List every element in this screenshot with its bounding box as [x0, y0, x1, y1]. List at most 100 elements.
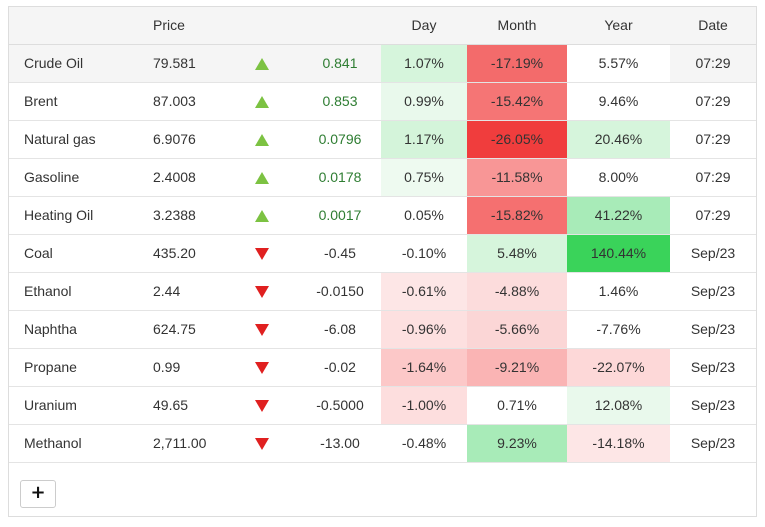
table-row[interactable]: Uranium 49.65 -0.5000 -1.00% 0.71% 12.08% Sep/… — [9, 386, 756, 425]
day-change: 0.05% — [381, 196, 467, 235]
triangle-up-icon — [254, 96, 269, 109]
commodity-name[interactable]: Crude Oil — [9, 44, 139, 83]
header-year[interactable]: Year — [567, 7, 670, 45]
direction-cell — [224, 272, 299, 311]
commodity-change: -13.00 — [299, 424, 381, 463]
table-row[interactable]: Methanol 2,711.00 -13.00 -0.48% 9.23% -14.18%… — [9, 424, 756, 463]
month-change: -4.88% — [467, 272, 567, 311]
triangle-down-icon — [254, 248, 269, 261]
direction-cell — [224, 348, 299, 387]
commodities-table: Price Day Month Year Date Crude Oil 79.58… — [9, 7, 756, 463]
commodity-price: 2.4008 — [139, 158, 224, 197]
commodity-price: 49.65 — [139, 386, 224, 425]
header-change — [299, 7, 381, 45]
day-change: -0.48% — [381, 424, 467, 463]
day-change: -1.00% — [381, 386, 467, 425]
triangle-down-icon — [254, 286, 269, 299]
month-change: -5.66% — [467, 310, 567, 349]
header-date[interactable]: Date — [670, 7, 756, 45]
table-row[interactable]: Coal 435.20 -0.45 -0.10% 5.48% 140.44% Sep/23 — [9, 234, 756, 273]
day-change: 0.75% — [381, 158, 467, 197]
day-change: 1.07% — [381, 44, 467, 83]
commodity-change: 0.853 — [299, 82, 381, 121]
header-name — [9, 7, 139, 45]
commodity-price: 2.44 — [139, 272, 224, 311]
year-change: 41.22% — [567, 196, 670, 235]
year-change: 12.08% — [567, 386, 670, 425]
month-change: 5.48% — [467, 234, 567, 273]
table-row[interactable]: Natural gas 6.9076 0.0796 1.17% -26.05% 20.46… — [9, 120, 756, 159]
commodity-name[interactable]: Heating Oil — [9, 196, 139, 235]
month-change: -26.05% — [467, 120, 567, 159]
last-update: Sep/23 — [670, 272, 756, 311]
direction-cell — [224, 424, 299, 463]
last-update: Sep/23 — [670, 386, 756, 425]
last-update: 07:29 — [670, 196, 756, 235]
last-update: Sep/23 — [670, 234, 756, 273]
commodity-name[interactable]: Gasoline — [9, 158, 139, 197]
last-update: 07:29 — [670, 82, 756, 121]
triangle-up-icon — [254, 58, 269, 71]
commodity-change: 0.0017 — [299, 196, 381, 235]
year-change: 5.57% — [567, 44, 670, 83]
table-row[interactable]: Brent 87.003 0.853 0.99% -15.42% 9.46% 07:29 — [9, 82, 756, 121]
commodity-name[interactable]: Ethanol — [9, 272, 139, 311]
triangle-down-icon — [254, 438, 269, 451]
month-change: -17.19% — [467, 44, 567, 83]
day-change: -0.61% — [381, 272, 467, 311]
commodity-price: 87.003 — [139, 82, 224, 121]
year-change: 8.00% — [567, 158, 670, 197]
commodity-name[interactable]: Uranium — [9, 386, 139, 425]
triangle-down-icon — [254, 362, 269, 375]
commodity-name[interactable]: Brent — [9, 82, 139, 121]
commodity-price: 3.2388 — [139, 196, 224, 235]
commodity-price: 6.9076 — [139, 120, 224, 159]
commodity-change: 0.0178 — [299, 158, 381, 197]
commodity-price: 0.99 — [139, 348, 224, 387]
commodity-name[interactable]: Propane — [9, 348, 139, 387]
table-header-row: Price Day Month Year Date — [9, 7, 756, 45]
commodity-name[interactable]: Naphtha — [9, 310, 139, 349]
triangle-down-icon — [254, 324, 269, 337]
year-change: -7.76% — [567, 310, 670, 349]
header-day[interactable]: Day — [381, 7, 467, 45]
commodity-name[interactable]: Natural gas — [9, 120, 139, 159]
direction-cell — [224, 196, 299, 235]
table-row[interactable]: Propane 0.99 -0.02 -1.64% -9.21% -22.07% Sep/2… — [9, 348, 756, 387]
day-change: -1.64% — [381, 348, 467, 387]
commodity-name[interactable]: Methanol — [9, 424, 139, 463]
last-update: 07:29 — [670, 44, 756, 83]
header-price[interactable]: Price — [139, 7, 224, 45]
table-row[interactable]: Gasoline 2.4008 0.0178 0.75% -11.58% 8.00% 07:… — [9, 158, 756, 197]
commodity-change: -0.45 — [299, 234, 381, 273]
direction-cell — [224, 158, 299, 197]
commodity-change: -0.02 — [299, 348, 381, 387]
commodity-price: 2,711.00 — [139, 424, 224, 463]
commodity-name[interactable]: Coal — [9, 234, 139, 273]
direction-cell — [224, 234, 299, 273]
triangle-up-icon — [254, 172, 269, 185]
year-change: -22.07% — [567, 348, 670, 387]
direction-cell — [224, 82, 299, 121]
commodity-price: 79.581 — [139, 44, 224, 83]
year-change: 140.44% — [567, 234, 670, 273]
last-update: 07:29 — [670, 158, 756, 197]
plus-icon: + — [30, 482, 46, 503]
add-row-button[interactable]: + — [20, 480, 56, 508]
year-change: 9.46% — [567, 82, 670, 121]
day-change: 0.99% — [381, 82, 467, 121]
table-row[interactable]: Heating Oil 3.2388 0.0017 0.05% -15.82% 41.22… — [9, 196, 756, 235]
table-row[interactable]: Crude Oil 79.581 0.841 1.07% -17.19% 5.57% 07:… — [9, 44, 756, 83]
last-update: 07:29 — [670, 120, 756, 159]
last-update: Sep/23 — [670, 348, 756, 387]
header-month[interactable]: Month — [467, 7, 567, 45]
commodity-change: 0.841 — [299, 44, 381, 83]
day-change: -0.10% — [381, 234, 467, 273]
table-row[interactable]: Naphtha 624.75 -6.08 -0.96% -5.66% -7.76% Sep/… — [9, 310, 756, 349]
table-row[interactable]: Ethanol 2.44 -0.0150 -0.61% -4.88% 1.46% Sep/2… — [9, 272, 756, 311]
commodity-price: 624.75 — [139, 310, 224, 349]
triangle-down-icon — [254, 400, 269, 413]
day-change: 1.17% — [381, 120, 467, 159]
header-arrow — [224, 7, 299, 45]
last-update: Sep/23 — [670, 310, 756, 349]
